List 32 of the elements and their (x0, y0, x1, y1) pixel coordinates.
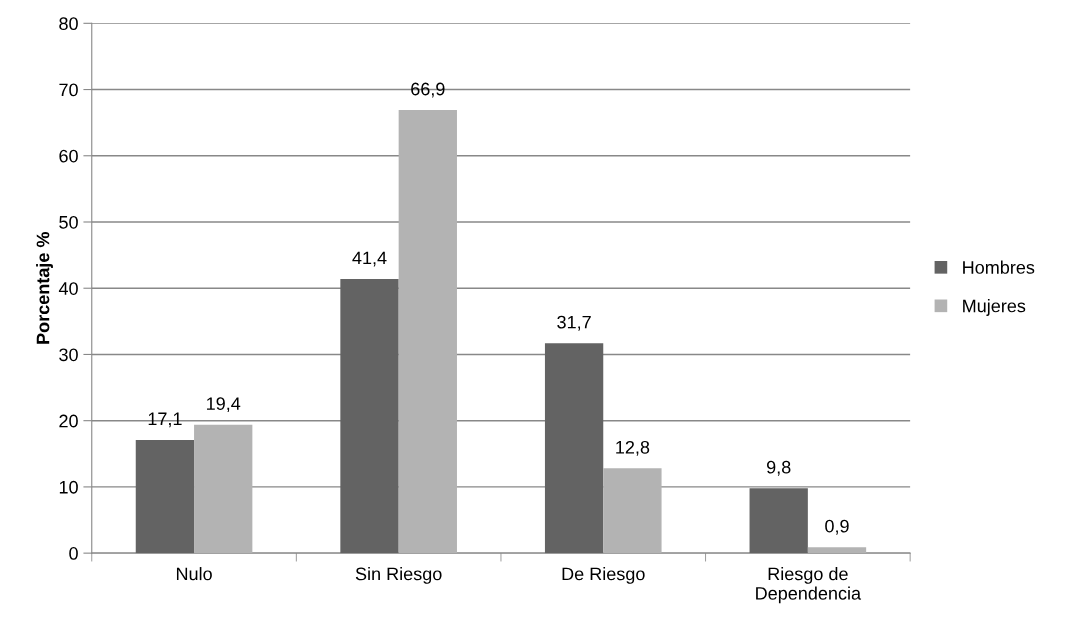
y-tick-label: 40 (58, 282, 78, 295)
bar (544, 343, 604, 554)
y-tick-label: 50 (59, 215, 78, 229)
y-tick-label: 20 (59, 414, 78, 428)
bar (398, 110, 457, 554)
bar (135, 439, 195, 554)
x-tick-label: Nulo (176, 567, 212, 581)
x-tick-label: De Riesgo (562, 567, 645, 584)
data-label: 17,1 (148, 412, 182, 428)
x-tick-label: Sin Riesgo (355, 567, 442, 584)
y-tick-label: 80 (59, 17, 78, 31)
bar (749, 488, 808, 554)
data-label: 9,8 (766, 460, 791, 476)
data-label: 31,7 (557, 315, 591, 331)
bar (340, 278, 399, 554)
legend-label: Mujeres (963, 299, 1026, 316)
y-tick-label: 30 (59, 348, 78, 362)
y-tick-label: 10 (59, 480, 78, 494)
data-label: 66,9 (411, 82, 445, 98)
data-label: 12,8 (616, 440, 650, 456)
legend-label: Hombres (963, 260, 1035, 274)
bar (194, 424, 253, 554)
x-tick-label: Riesgo de Dependencia (756, 567, 862, 604)
bar (807, 547, 867, 554)
data-label: 19,4 (207, 397, 241, 413)
bar (603, 468, 662, 554)
y-tick-label: 60 (59, 149, 78, 163)
y-tick-label: 70 (59, 83, 78, 97)
data-label: 41,4 (352, 251, 387, 267)
data-label: 0,9 (825, 519, 849, 535)
y-tick-label: 0 (69, 547, 78, 560)
y-axis-title: Porcentaje % (36, 232, 53, 344)
